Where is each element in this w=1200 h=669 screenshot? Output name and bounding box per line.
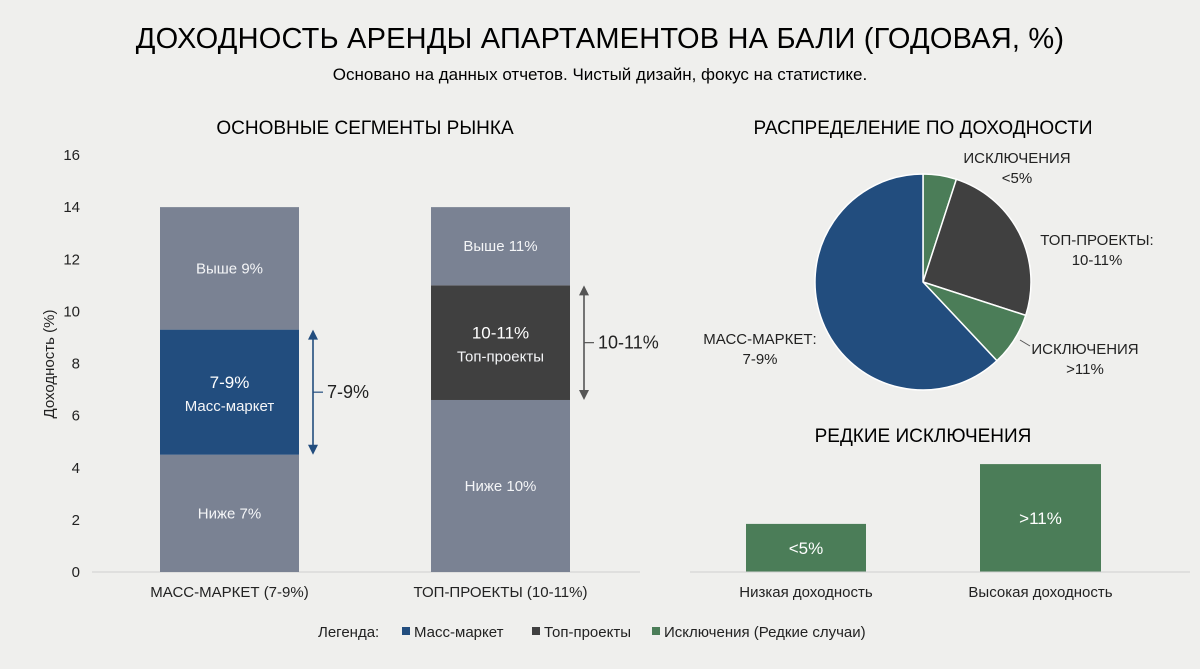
legend-swatch [652,627,660,635]
pie-slice-value: >11% [1066,361,1104,378]
range-arrow-head-up [579,285,589,296]
exception-category-label: Низкая доходность [739,584,873,601]
legend-item-label: Топ-проекты [544,624,631,641]
exception-bar [980,464,1101,572]
pie-slice-label: ИСКЛЮЧЕНИЯ [963,150,1070,167]
segment-sublabel: Топ-проекты [457,349,544,366]
y-tick-label: 12 [63,251,80,268]
exceptions-chart: <5% Низкая доходность >11% Высокая доходнос… [690,464,1190,601]
pie-slice-value: <5% [1002,170,1032,187]
legend-item-label: Исключения (Редкие случаи) [664,624,866,641]
pie-chart: ИСКЛЮЧЕНИЯ <5% ТОП-ПРОЕКТЫ: 10-11% ИСКЛЮЧЕНИ… [703,150,1154,391]
pie-slice-label: ИСКЛЮЧЕНИЯ [1031,341,1138,358]
exception-category-label: Высокая доходность [968,584,1112,601]
legend-swatch [532,627,540,635]
bar-segment [431,207,570,286]
pie-slice-value: 10-11% [1072,252,1123,269]
bar-segment [431,399,570,572]
range-arrow-head-down [579,389,589,400]
bar-segment [160,329,299,455]
segment-label: Ниже 10% [465,478,537,495]
segment-label: Выше 11% [463,238,537,255]
x-category-label: ТОП-ПРОЕКТЫ (10-11%) [414,584,588,601]
segment-sublabel: Масс-маркет [185,398,275,415]
bar-segment [160,207,299,330]
range-arrow-head-down [308,444,318,455]
legend: Легенда: Масс-маркет Топ-проекты Исключения… [318,624,866,641]
y-tick-label: 4 [72,460,80,477]
segments-chart-title: ОСНОВНЫЕ СЕГМЕНТЫ РЫНКА [216,118,514,139]
y-tick-label: 14 [63,199,80,216]
y-tick-label: 2 [72,512,80,529]
page-title: ДОХОДНОСТЬ АРЕНДЫ АПАРТАМЕНТОВ НА БАЛИ (… [136,23,1065,55]
pie-slice [814,173,998,391]
pie-leader-line [1019,339,1031,347]
legend-swatch [402,627,410,635]
range-label: 10-11% [598,333,659,353]
bar-segment [160,454,299,572]
pie-slice-label: МАСС-МАРКЕТ: [703,331,816,348]
range-label: 7-9% [327,382,369,402]
segment-label: 10-11% [472,324,529,343]
exception-bar-label: >11% [1019,509,1062,528]
exception-bar-label: <5% [789,539,824,558]
segment-label: 7-9% [210,373,250,392]
legend-title: Легенда: [318,624,379,641]
exception-bar [746,523,866,572]
legend-item-label: Масс-маркет [414,624,504,641]
y-tick-label: 10 [63,303,80,320]
segment-label: Ниже 7% [198,505,261,522]
bar-segment [431,285,570,400]
pie-chart-title: РАСПРЕДЕЛЕНИЕ ПО ДОХОДНОСТИ [753,118,1092,139]
exceptions-chart-title: РЕДКИЕ ИСКЛЮЧЕНИЯ [815,426,1032,447]
y-tick-label: 0 [72,564,80,581]
page-subtitle: Основано на данных отчетов. Чистый дизай… [333,65,868,84]
y-tick-label: 16 [63,147,80,164]
pie-slice [922,178,1032,317]
segment-label: Выше 9% [196,260,263,277]
x-category-label: МАСС-МАРКЕТ (7-9%) [150,584,308,601]
range-arrow-head-up [308,329,318,340]
pie-slice-value: 7-9% [742,351,777,368]
pie-slice-label: ТОП-ПРОЕКТЫ: [1040,232,1153,249]
segments-chart: 0 2 4 6 8 10 12 14 16 Ниже 7% 7-9% Масс-маркет Выше … [63,147,658,601]
y-axis-label: Доходность (%) [41,310,58,419]
y-tick-label: 6 [72,408,80,425]
y-tick-label: 8 [72,356,80,373]
